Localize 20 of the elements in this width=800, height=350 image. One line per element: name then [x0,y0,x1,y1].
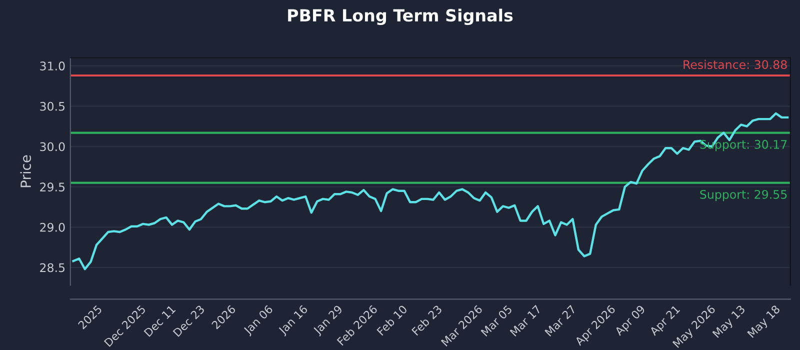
x-tick-label: Apr 09 [614,304,648,338]
x-tick-label: Feb 23 [411,304,442,336]
x-tick-label: Mar 27 [544,304,576,337]
y-tick-label: 31.0 [40,62,65,70]
y-axis-title: Price [20,155,32,188]
x-tick-label: Jan 16 [278,304,310,337]
line-series [72,112,789,270]
y-tick-label: 29.5 [40,182,65,192]
y-tick-label: 30.5 [40,102,65,111]
x-tick-label: Jan 06 [242,304,275,337]
y-tick-label: 28.5 [40,263,65,272]
ref-line-label: Resistance: 30.88 [684,60,787,70]
x-tick-label: Apr 21 [648,304,682,338]
ref-line-label: Support: 30.17 [700,140,787,152]
ref-line-label: Support: 29.55 [700,190,787,202]
y-tick-label: 30.0 [40,142,65,152]
x-tick-label: Jan 29 [312,304,344,337]
x-tick-label: Feb 10 [376,304,408,336]
y-tick-label: 29.0 [40,222,65,232]
chart-title: PBFR Long Term Signals [288,8,513,26]
